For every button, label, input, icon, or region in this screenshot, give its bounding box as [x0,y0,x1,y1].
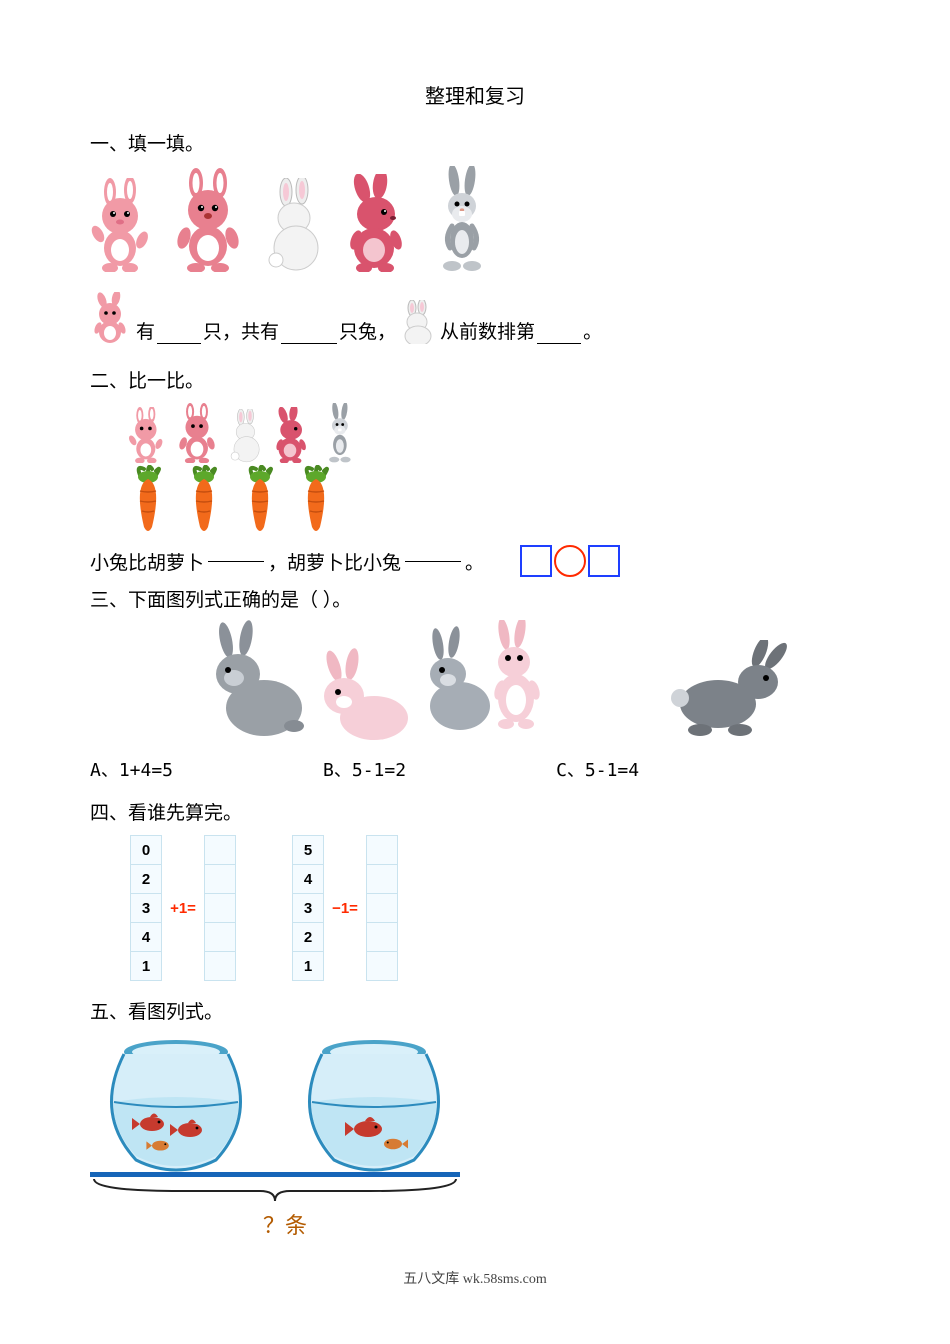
calc-cell: 2 [131,865,162,894]
grey-bunny-icon [434,166,494,272]
fishbowl-icon [90,1034,262,1174]
q1-text: 只兔， [339,317,396,344]
footer-text: 五八文库 wk.58sms.com [90,1268,860,1288]
calc-cell: 3 [131,894,162,923]
q2-heading: 二、比一比。 [90,366,860,393]
q2-text: 小兔比胡萝卜 [90,548,204,575]
pink-rabbit-icon [174,403,220,463]
carrot-icon [182,465,226,531]
q1-text: 只，共有 [203,317,279,344]
q1-text: 从前数排第 [440,317,535,344]
q1-text: 。 [583,317,602,344]
pink-rabbit-icon [170,168,246,272]
compare-box-circle-box[interactable] [520,545,620,577]
q2-rabbit-row [126,403,860,463]
q5-figure: ？条 [90,1034,480,1240]
answer-cell[interactable] [367,923,398,952]
pink-rabbit-icon [344,174,418,272]
page-title: 整理和复习 [90,80,860,109]
calc-table-plus1: 0+1= 2 3 4 1 [130,835,236,981]
pink-rabbit-small-icon [90,292,134,344]
op-label: +1= [162,836,205,981]
grey-rabbit-icon [664,640,794,740]
q1-heading: 一、填一填。 [90,129,860,156]
answer-cell[interactable] [367,952,398,981]
q2-carrot-row [126,465,860,531]
q4-tables: 0+1= 2 3 4 1 5−1= 4 3 2 1 [130,835,860,981]
calc-cell: 0 [131,836,162,865]
q1-fill-line: 有 只，共有 只兔， 从前数排第 。 [90,292,860,344]
white-rabbit-icon [226,409,266,463]
grey-bunny-icon [322,403,360,463]
q3-options: A、1+4=5 B、5-1=2 C、5-1=4 [90,756,860,782]
q3-heading: 三、下面图列式正确的是（ ）。 [90,585,860,612]
q3-figure [194,620,860,740]
q2-text: ，胡萝卜比小兔 [268,548,401,575]
calc-cell: 5 [293,836,324,865]
fill-blank[interactable] [157,343,201,344]
qmark-label: ？条 [90,1208,480,1240]
pink-rabbit-icon [126,407,168,463]
option-b[interactable]: B、5-1=2 [323,756,406,782]
calc-cell: 1 [131,952,162,981]
calc-table-minus1: 5−1= 4 3 2 1 [292,835,398,981]
answer-cell[interactable] [367,836,398,865]
white-rabbit-small-icon [398,300,438,344]
q1-rabbit-row [90,166,860,272]
q2-text: 。 [465,548,484,575]
answer-cell[interactable] [205,894,236,923]
calc-cell: 4 [131,923,162,952]
answer-cell[interactable] [367,894,398,923]
red-circle-icon [554,545,586,577]
calc-cell: 4 [293,865,324,894]
fishbowls-row [90,1034,480,1174]
option-a[interactable]: A、1+4=5 [90,756,173,782]
q5-heading: 五、看图列式。 [90,997,860,1024]
q2-figure [126,403,860,531]
answer-cell[interactable] [367,865,398,894]
answer-cell[interactable] [205,923,236,952]
fill-blank[interactable] [281,343,337,344]
rabbit-group-icon [194,620,544,740]
q4-heading: 四、看谁先算完。 [90,798,860,825]
pink-rabbit-icon [272,407,316,463]
carrot-icon [238,465,282,531]
fill-blank[interactable] [208,561,264,562]
fishbowl-icon [288,1034,460,1174]
q2-fill-line: 小兔比胡萝卜 ，胡萝卜比小兔 。 [90,545,860,577]
pink-rabbit-icon [90,178,154,272]
answer-cell[interactable] [205,836,236,865]
calc-cell: 3 [293,894,324,923]
page: 整理和复习 一、填一填。 [0,0,950,1328]
answer-cell[interactable] [205,952,236,981]
option-c[interactable]: C、5-1=4 [556,756,639,782]
blue-square-icon [588,545,620,577]
carrot-icon [294,465,338,531]
calc-cell: 2 [293,923,324,952]
answer-cell[interactable] [205,865,236,894]
white-rabbit-icon [262,178,328,272]
calc-cell: 1 [293,952,324,981]
op-label: −1= [324,836,367,981]
blue-square-icon [520,545,552,577]
fill-blank[interactable] [405,561,461,562]
fill-blank[interactable] [537,343,581,344]
q1-text: 有 [136,317,155,344]
carrot-icon [126,465,170,531]
curly-brace-icon [90,1177,460,1203]
